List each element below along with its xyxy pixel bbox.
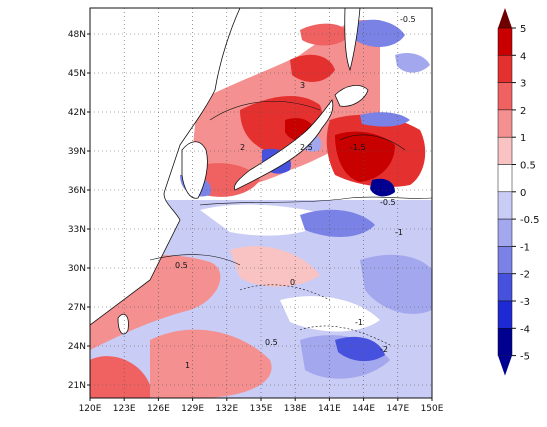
colorbar-arrow-bottom (498, 355, 512, 376)
colorbar-segment (497, 273, 513, 302)
colorbar-arrow-top (498, 8, 512, 28)
colorbar-segment (497, 246, 513, 274)
lon-tick-label: 150E (421, 404, 444, 414)
lon-tick-label: 135E (250, 404, 273, 414)
colorbar-label: 2 (520, 106, 526, 117)
colorbar-label: 3 (520, 79, 526, 90)
lat-tick-label: 39N (68, 147, 86, 157)
colorbar-segment (497, 328, 513, 356)
land-mask (90, 8, 369, 335)
colorbar-label: 5 (520, 24, 526, 35)
lon-tick-label: 132E (215, 404, 238, 414)
colorbar-label: -2 (520, 270, 530, 281)
contour-label: 0.5 (175, 261, 188, 270)
lon-tick-label: 141E (318, 404, 341, 414)
lon-tick-label: 138E (284, 404, 307, 414)
colorbar-label: 0 (520, 188, 526, 199)
contour-label: 2 (240, 143, 245, 152)
lon-tick-label: 144E (352, 404, 375, 414)
lat-tick-label: 36N (68, 186, 86, 196)
contour-label: -1 (395, 228, 403, 237)
contour-lines (149, 101, 432, 346)
contour-labels: -0.5 -1.5 -0.5 -1 0.5 -1 -2 0.5 2 3 2.5 … (175, 15, 416, 370)
contour-label: 0 (290, 278, 295, 287)
colorbar-label: 1 (520, 133, 526, 144)
contour-label: -0.5 (400, 15, 416, 24)
lon-tick-label: 126E (147, 404, 170, 414)
lat-tick-label: 27N (68, 303, 86, 313)
lat-tick-label: 21N (68, 381, 86, 391)
colorbar-label: -3 (520, 297, 530, 308)
grid-lines (90, 8, 432, 398)
contour-label: 1 (185, 361, 190, 370)
colorbar-segment (497, 82, 513, 111)
colorbar-segment (497, 55, 513, 83)
contour-label: -1 (355, 318, 363, 327)
longitude-labels: 120E 123E 126E 129E 132E 135E 138E 141E 144E 147E… (79, 398, 444, 414)
lon-tick-label: 120E (79, 404, 102, 414)
colorbar-segment (497, 218, 513, 247)
contour-label: 3 (300, 81, 305, 90)
contour-label: -2 (380, 345, 388, 354)
lon-tick-label: 129E (181, 404, 204, 414)
colorbar: 5 4 3 2 1 0.5 0 -0.5 -1 -2 -3 -4 -5 (497, 8, 540, 376)
lat-tick-label: 24N (68, 342, 86, 352)
colorbar-label: -5 (520, 352, 530, 363)
colorbar-label: 0.5 (520, 161, 536, 172)
colorbar-segment (497, 27, 513, 56)
colorbar-segment (497, 136, 513, 165)
colorbar-label: 4 (520, 51, 526, 62)
contour-label: -1.5 (350, 143, 366, 152)
colorbar-segment (497, 164, 513, 193)
lat-tick-label: 45N (68, 69, 86, 79)
lon-tick-label: 123E (113, 404, 136, 414)
colorbar-label: -1 (520, 242, 530, 253)
contour-label: 2.5 (300, 143, 313, 152)
lat-tick-label: 33N (68, 225, 86, 235)
contour-label: 0.5 (265, 338, 278, 347)
lat-tick-label: 30N (68, 264, 86, 274)
lat-tick-label: 48N (68, 30, 86, 40)
latitude-labels: 48N 45N 42N 39N 36N 33N 30N 27N 24N 21N (68, 30, 90, 391)
colorbar-segment (497, 300, 513, 329)
lat-tick-label: 42N (68, 108, 86, 118)
contour-label: -0.5 (380, 198, 396, 207)
colorbar-label: -0.5 (520, 215, 540, 226)
colorbar-segment (497, 109, 513, 138)
lon-tick-label: 147E (386, 404, 409, 414)
colorbar-label: -4 (520, 324, 530, 335)
colorbar-segment (497, 191, 513, 220)
